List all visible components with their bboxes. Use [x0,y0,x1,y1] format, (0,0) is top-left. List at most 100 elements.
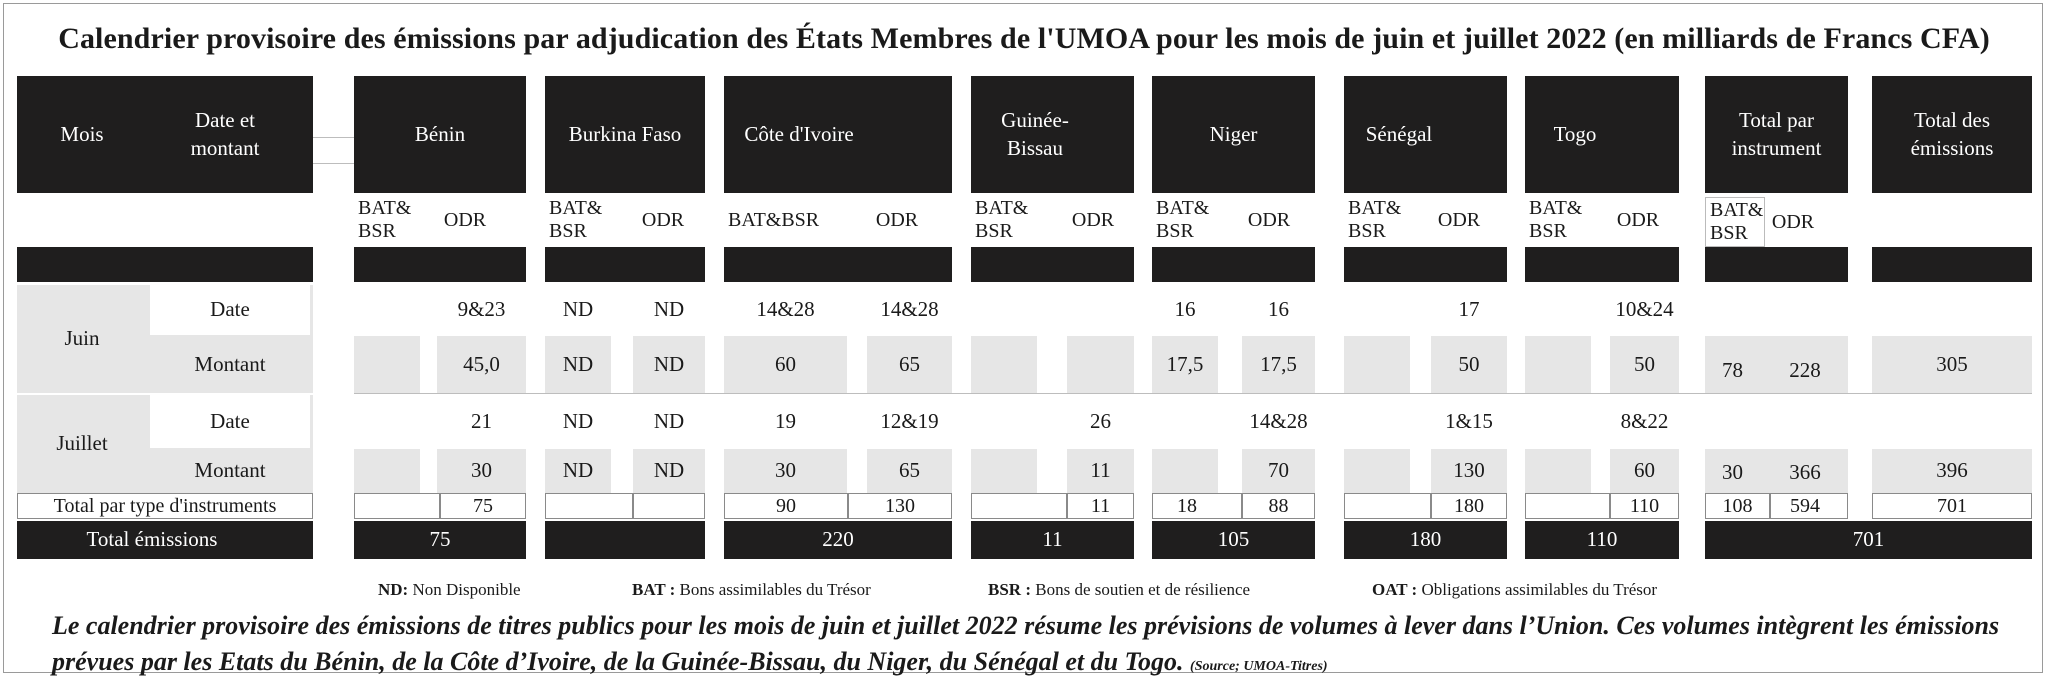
row-label-date: Date [150,285,310,335]
value-cell: 16 [1268,297,1289,322]
band-burkina [545,247,705,282]
cell-bg [545,449,611,493]
value-cell: 45,0 [463,351,500,376]
value-cell: 60 [775,351,796,376]
value-cell: 30 [1722,460,1743,485]
legend-key: BSR : [988,580,1031,599]
subheader-total-odr: ODR [1771,211,1815,233]
total-type-label-box [17,493,313,519]
row-label-date: Date [150,395,310,448]
total-emissions-bar [545,521,705,559]
legend-text: Bons assimilables du Trésor [675,580,871,599]
row-label-juin: Juin [64,326,100,351]
header-senegal: Sénégal [1365,121,1433,146]
value-cell: 228 [1789,357,1821,382]
header-block-total-instrument [1705,76,1848,193]
total-cell-box [1344,493,1431,519]
value-cell: 75 [473,495,493,517]
cell-bg [633,336,705,393]
header-divider [313,137,354,138]
row-label-total-emissions: Total émissions [86,527,218,552]
subheader-burkina-odr: ODR [641,209,685,231]
value-cell: 9&23 [457,297,506,322]
value-cell: ND [562,458,594,483]
cell-bg [1705,449,1848,493]
cell-bg [545,336,611,393]
value-cell: 12&19 [880,408,939,433]
value-cell: 17 [1458,297,1480,322]
value-cell: ND [653,408,685,433]
subheader-senegal-bat-bsr: BAT& BSR [1348,197,1402,242]
cell-bg [1705,336,1848,393]
legend-bat: BAT : Bons assimilables du Trésor [632,580,871,600]
legend-key: OAT : [1372,580,1418,599]
total-cell-box [1242,493,1315,519]
header-benin: Bénin [414,121,466,146]
value-cell: 14&28 [756,297,815,322]
header-divider [313,163,354,164]
cell-bg [1344,449,1410,493]
footer-text: Le calendrier provisoire des émissions d… [52,611,2000,676]
total-emissions-bar [354,521,526,559]
value-cell: 78 [1722,357,1743,382]
value-cell: 11 [1090,458,1111,483]
value-cell: 17,5 [1260,351,1297,376]
total-cell-box [848,493,952,519]
band-senegal [1344,247,1507,282]
band-benin [354,247,526,282]
band-niger [1152,247,1315,282]
cell-bg [1152,336,1218,393]
band-togo [1525,247,1679,282]
row-label-juillet: Juillet [56,431,108,456]
value-cell: 17,5 [1166,351,1204,376]
total-emissions-bar [1152,521,1315,559]
cell-bg [633,449,705,493]
header-date-montant: Date et montant [190,108,260,160]
legend-text: Obligations assimilables du Trésor [1417,580,1658,599]
subheader-gb-bat-bsr: BAT& BSR [975,197,1029,242]
total-cell-box [1705,493,1770,519]
total-emissions-togo: 110 [1586,527,1618,552]
row-label-montant: Montant [194,458,266,483]
value-cell: 11 [1090,495,1111,517]
header-block-benin [354,76,526,193]
cell-bg [1872,449,2032,493]
total-emissions-senegal: 180 [1409,527,1442,552]
value-cell: ND [653,458,685,483]
row-divider [17,393,313,395]
header-togo: Togo [1553,121,1597,146]
cell-bg [1610,336,1679,393]
value-cell: 701 [1937,495,1967,517]
subheader-gb-odr: ODR [1071,209,1115,231]
cell-bg [1525,336,1591,393]
total-cell-box [1067,493,1134,519]
band-total-emissions [1872,247,2032,282]
value-cell: 50 [1634,351,1655,376]
legend-text: Non Disponible [408,580,521,599]
cell-bg [1067,336,1134,393]
band-total-instrument [1705,247,1848,282]
total-emissions-bar [724,521,952,559]
value-cell: 180 [1454,495,1484,517]
header-total-emissions: Total des émissions [1910,108,1994,160]
legend-oat: OAT : Obligations assimilables du Trésor [1372,580,1657,600]
value-cell: 594 [1790,495,1820,517]
value-cell: 30 [775,458,796,483]
legend-nd: ND: Non Disponible [378,580,521,600]
cell-bg [971,449,1037,493]
legend-bsr: BSR : Bons de soutien et de résilience [988,580,1250,600]
total-emissions-benin: 75 [429,527,451,552]
value-cell: 19 [775,408,796,433]
band-cote-ivoire [724,247,952,282]
footer-source: (Source; UMOA-Titres) [1190,659,1328,674]
cell-bg [971,336,1037,393]
value-cell: 50 [1458,351,1480,376]
value-cell: 30 [471,458,492,483]
value-cell: 16 [1174,297,1196,322]
cell-bg [1431,449,1507,493]
value-cell: ND [653,297,685,322]
value-cell: 10&24 [1615,297,1674,322]
total-emissions-cote-ivoire: 220 [822,527,854,552]
value-cell: 396 [1936,458,1968,483]
subheader-ci-odr: ODR [875,209,919,231]
